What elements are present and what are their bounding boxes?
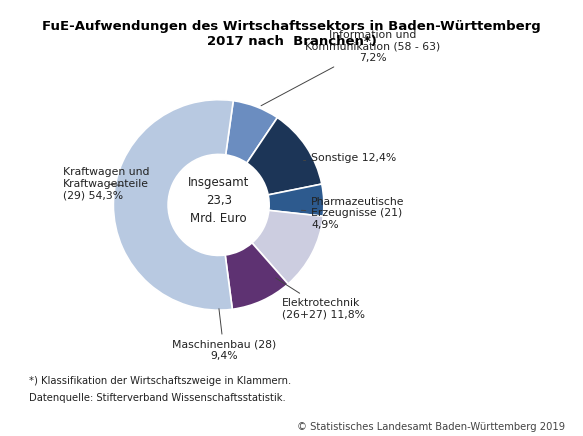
Text: Maschinenbau (28)
9,4%: Maschinenbau (28) 9,4% bbox=[172, 309, 276, 361]
Text: *) Klassifikation der Wirtschaftszweige in Klammern.: *) Klassifikation der Wirtschaftszweige … bbox=[29, 376, 292, 386]
Wedge shape bbox=[268, 184, 324, 216]
Wedge shape bbox=[252, 211, 323, 284]
Text: © Statistisches Landesamt Baden-Württemberg 2019: © Statistisches Landesamt Baden-Württemb… bbox=[297, 422, 566, 432]
Wedge shape bbox=[113, 100, 233, 310]
Text: FuE-Aufwendungen des Wirtschaftssektors in Baden-Württemberg
2017 nach  Branchen: FuE-Aufwendungen des Wirtschaftssektors … bbox=[42, 20, 541, 48]
Wedge shape bbox=[226, 101, 278, 163]
Text: Pharmazeutische
Erzeugnisse (21)
4,9%: Pharmazeutische Erzeugnisse (21) 4,9% bbox=[301, 197, 405, 230]
Text: Insgesamt
23,3
Mrd. Euro: Insgesamt 23,3 Mrd. Euro bbox=[188, 176, 250, 225]
Text: Elektrotechnik
(26+27) 11,8%: Elektrotechnik (26+27) 11,8% bbox=[276, 278, 365, 319]
Text: Sonstige 12,4%: Sonstige 12,4% bbox=[304, 153, 396, 163]
Text: Datenquelle: Stifterverband Wissenschaftsstatistik.: Datenquelle: Stifterverband Wissenschaft… bbox=[29, 393, 286, 403]
Wedge shape bbox=[247, 118, 322, 195]
Text: Kraftwagen und
Kraftwagenteile
(29) 54,3%: Kraftwagen und Kraftwagenteile (29) 54,3… bbox=[63, 167, 149, 201]
Wedge shape bbox=[225, 243, 288, 309]
Text: Information und
Kommunikation (58 - 63)
7,2%: Information und Kommunikation (58 - 63) … bbox=[261, 30, 440, 106]
